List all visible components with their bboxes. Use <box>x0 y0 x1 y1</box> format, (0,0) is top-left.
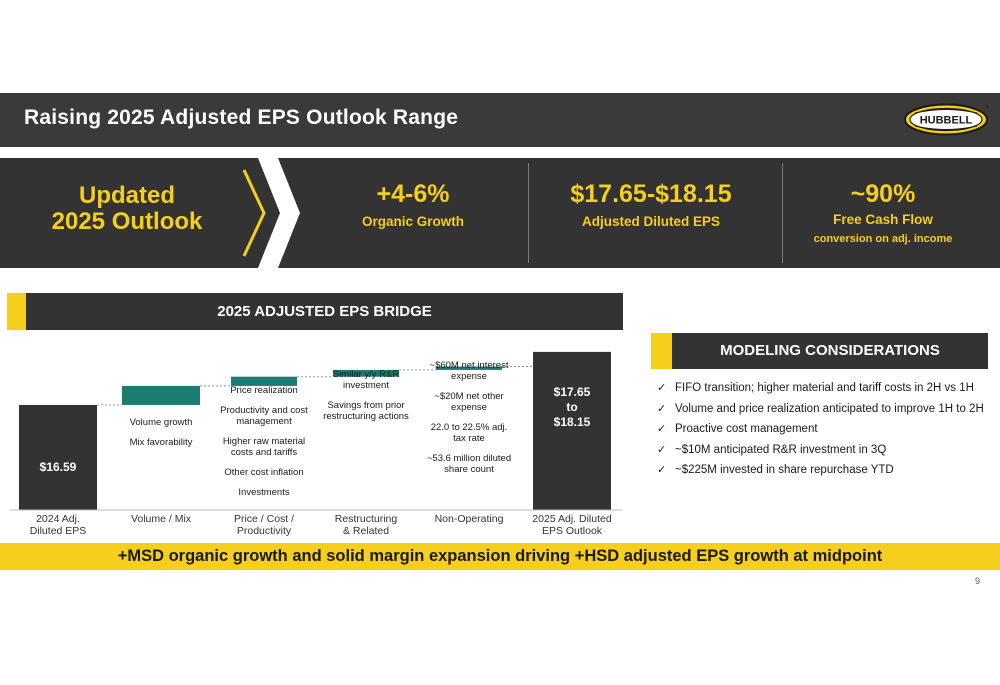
list-item-text: ~$225M invested in share repurchase YTD <box>675 464 894 476</box>
list-item: ✓ ~$225M invested in share repurchase YTD <box>657 460 997 481</box>
annotation-line: ~53.6 million diluted share count <box>426 453 512 475</box>
annotation-line: Price realization <box>230 385 298 396</box>
summary-banner-text: +MSD organic growth and solid margin exp… <box>117 547 883 565</box>
bar-non-operating <box>436 366 502 370</box>
x-tick-label-line: Productivity <box>236 525 292 537</box>
logo-text: HUBBELL <box>920 115 973 127</box>
modeling-title: MODELING CONSIDERATIONS <box>672 333 988 369</box>
list-item-text: FIFO transition; higher material and tar… <box>675 382 974 394</box>
page-number: 9 <box>975 576 981 586</box>
x-tick-label-line: & Related <box>342 525 390 537</box>
bar-value-label-line: to <box>566 400 578 414</box>
outlook-heading-line1: Updated <box>79 182 175 209</box>
x-tick-label-line: Diluted EPS <box>29 525 87 537</box>
annotation-line: Volume growth <box>129 417 193 428</box>
x-tick-label-line: EPS Outlook <box>541 525 603 537</box>
checkmark-icon: ✓ <box>657 423 667 435</box>
annotation-line: Mix favorability <box>129 437 193 448</box>
bar-price-cost-productivity <box>231 376 297 386</box>
modeling-list: ✓ FIFO transition; higher material and ta… <box>657 378 997 481</box>
hubbell-logo: HUBBELL ® <box>904 103 989 136</box>
annotation-line: ~$20M net other expense <box>434 391 504 413</box>
metric-sublabel: conversion on adj. income <box>813 233 953 245</box>
metric-value: ~90% <box>850 180 916 208</box>
metric-label: Free Cash Flow <box>833 212 933 227</box>
eps-bridge-chart: $16.59 $17.65 to $18.15 2024 Adj. Diluted EPS… <box>0 330 640 540</box>
summary-banner <box>0 543 1000 570</box>
x-tick-label-line: 2025 Adj. Diluted <box>532 513 612 525</box>
x-tick-label-line: 2024 Adj. <box>36 513 80 525</box>
bar-value-label: $16.59 <box>39 460 77 474</box>
list-item: ✓ Proactive cost management <box>657 419 997 440</box>
metric-value: +4-6% <box>376 180 450 208</box>
bar-value-label-line: $17.65 <box>553 385 591 399</box>
annotation-line: Other cost inflation <box>224 467 304 478</box>
bar-2024-adj-eps <box>19 404 97 510</box>
checkmark-icon: ✓ <box>657 464 667 476</box>
x-tick-label: Non-Operating <box>414 513 524 525</box>
metric-label: Organic Growth <box>361 214 464 229</box>
list-item-text: ~$10M anticipated R&R investment in 3Q <box>675 443 887 456</box>
annotation-line: Higher raw material costs and tariffs <box>222 436 306 458</box>
bar-2025-adj-eps-outlook <box>533 351 611 510</box>
outlook-heading-line2: 2025 Outlook <box>51 208 203 235</box>
slide-title: Raising 2025 Adjusted EPS Outlook Range <box>24 106 459 129</box>
divider <box>528 163 529 263</box>
bar-annotation: Price realization Productivity and cost m… <box>216 385 312 507</box>
annotation-line: ~$60M net interest expense <box>429 360 509 382</box>
checkmark-icon: ✓ <box>657 382 667 394</box>
metric-free-cash-flow: ~90% Free Cash Flow conversion on adj. i… <box>786 180 980 245</box>
chevron-arrow-icon <box>242 158 300 268</box>
eps-bridge-svg <box>10 351 622 511</box>
annotation-line: Similar y/y R&R investment <box>332 369 400 391</box>
bar-value-label-line: $18.15 <box>553 415 591 429</box>
bar-annotation: Similar y/y R&R investment Savings from p… <box>323 369 409 431</box>
x-tick-label: 2025 Adj. Diluted EPS Outlook <box>517 513 627 537</box>
list-item: ✓ ~$10M anticipated R&R investment in 3Q <box>657 440 997 461</box>
x-tick-label-line: Restructuring <box>334 513 398 525</box>
list-item-text: Volume and price realization anticipated… <box>675 402 984 415</box>
svg-text:®: ® <box>986 104 989 109</box>
x-tick-label: Price / Cost / Productivity <box>209 513 319 537</box>
list-item: ✓ Volume and price realization anticipate… <box>657 399 997 420</box>
bar-value-label: $17.65 to $18.15 <box>533 385 611 430</box>
bridge-title: 2025 ADJUSTED EPS BRIDGE <box>26 293 623 330</box>
annotation-line: 22.0 to 22.5% adj. tax rate <box>430 422 508 444</box>
x-tick-label-line: Volume / Mix <box>130 513 192 525</box>
annotation-line: Investments <box>238 487 290 498</box>
title-bar <box>0 93 1000 147</box>
divider <box>782 163 783 263</box>
bar-volume-mix <box>122 385 200 405</box>
x-tick-label-line: Price / Cost / <box>233 513 295 525</box>
checkmark-icon: ✓ <box>657 402 667 415</box>
list-item-text: Proactive cost management <box>675 423 818 435</box>
metric-value: $17.65-$18.15 <box>570 180 732 208</box>
metric-organic-growth: +4-6% Organic Growth <box>328 180 498 229</box>
outlook-band <box>0 158 1000 268</box>
modeling-accent <box>651 333 672 369</box>
x-tick-label: Restructuring & Related <box>311 513 421 537</box>
x-tick-label: Volume / Mix <box>106 513 216 525</box>
x-tick-label-line: Non-Operating <box>434 513 504 525</box>
annotation-line: Productivity and cost management <box>220 405 308 427</box>
checkmark-icon: ✓ <box>657 443 667 456</box>
x-tick-label: 2024 Adj. Diluted EPS <box>3 513 113 537</box>
annotation-line: Savings from prior restructuring actions <box>323 400 409 422</box>
bridge-accent <box>7 293 26 330</box>
list-item: ✓ FIFO transition; higher material and ta… <box>657 378 997 399</box>
bar-annotation: Volume growth Mix favorability <box>113 417 209 457</box>
metric-adjusted-eps: $17.65-$18.15 Adjusted Diluted EPS <box>536 180 766 229</box>
outlook-heading: Updated 2025 Outlook <box>22 183 232 235</box>
metric-label: Adjusted Diluted EPS <box>581 214 720 229</box>
bar-annotation: ~$60M net interest expense ~$20M net othe… <box>425 360 513 484</box>
bar-restructuring-related <box>333 369 399 377</box>
